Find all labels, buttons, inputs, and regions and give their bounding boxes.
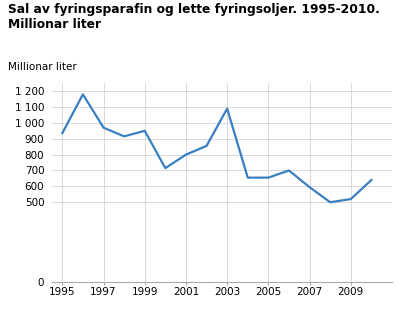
Text: Millionar liter: Millionar liter bbox=[8, 62, 77, 72]
Text: Sal av fyringsparafin og lette fyringsoljer. 1995-2010. Millionar liter: Sal av fyringsparafin og lette fyringsol… bbox=[8, 3, 380, 31]
